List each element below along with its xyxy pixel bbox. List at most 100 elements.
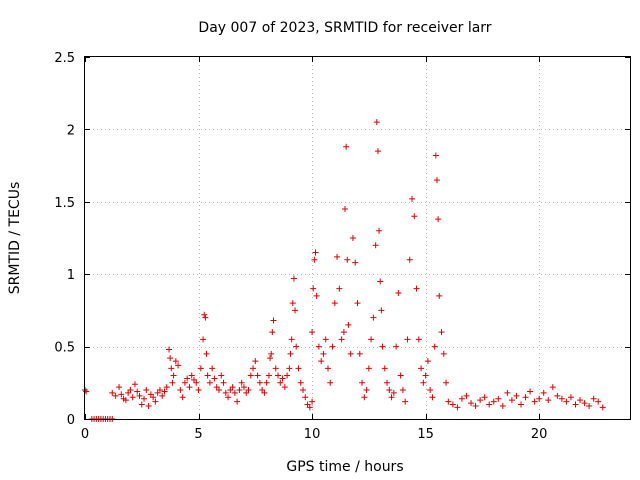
data-point bbox=[531, 398, 538, 405]
data-point bbox=[311, 256, 318, 263]
data-point bbox=[202, 314, 209, 321]
data-point bbox=[188, 372, 195, 379]
data-point bbox=[376, 227, 383, 234]
data-point bbox=[313, 292, 320, 299]
data-point bbox=[166, 346, 173, 353]
data-point bbox=[163, 384, 170, 391]
data-point bbox=[238, 379, 245, 386]
data-point bbox=[342, 206, 349, 213]
data-point bbox=[508, 397, 515, 404]
data-point bbox=[175, 362, 182, 369]
data-point bbox=[193, 379, 200, 386]
data-point bbox=[129, 394, 136, 401]
data-point bbox=[436, 292, 443, 299]
data-point bbox=[112, 392, 119, 399]
data-point bbox=[240, 384, 247, 391]
data-point bbox=[256, 379, 263, 386]
data-point bbox=[435, 216, 442, 223]
data-point bbox=[206, 379, 213, 386]
data-point bbox=[211, 375, 218, 382]
data-point bbox=[279, 375, 286, 382]
data-point bbox=[261, 389, 268, 396]
data-point bbox=[327, 379, 334, 386]
data-point bbox=[433, 177, 440, 184]
data-point bbox=[170, 372, 177, 379]
data-point bbox=[518, 401, 524, 408]
data-point bbox=[169, 379, 176, 386]
data-point bbox=[454, 404, 461, 411]
data-point bbox=[359, 379, 366, 386]
data-point bbox=[310, 285, 317, 292]
data-point bbox=[268, 350, 275, 357]
data-point bbox=[152, 398, 159, 405]
data-point bbox=[363, 387, 370, 394]
data-point bbox=[513, 392, 520, 399]
y-tick-label: 2 bbox=[67, 123, 75, 138]
ticks-layer: 0 5 10 15 20 0 0.5 1 1.5 2 2.5 bbox=[54, 51, 630, 442]
data-point bbox=[343, 143, 350, 150]
y-tick-label: 1 bbox=[67, 268, 75, 283]
data-point bbox=[204, 372, 211, 379]
data-point bbox=[377, 278, 384, 285]
data-point bbox=[463, 392, 470, 399]
data-point bbox=[458, 395, 465, 402]
data-point bbox=[265, 372, 272, 379]
x-tick-label: 0 bbox=[81, 427, 89, 442]
y-tick-label: 1.5 bbox=[54, 196, 75, 211]
data-point bbox=[418, 365, 425, 372]
data-point bbox=[527, 388, 534, 395]
data-point bbox=[331, 300, 338, 307]
data-point bbox=[324, 365, 331, 372]
data-point bbox=[599, 404, 606, 411]
data-point bbox=[309, 329, 316, 336]
data-point bbox=[141, 395, 148, 402]
data-point bbox=[393, 343, 400, 350]
data-point bbox=[590, 395, 597, 402]
data-point bbox=[272, 365, 279, 372]
data-point bbox=[427, 387, 434, 394]
data-point bbox=[181, 379, 188, 386]
data-point bbox=[145, 402, 152, 409]
data-point bbox=[356, 350, 363, 357]
data-point bbox=[370, 314, 377, 321]
data-point bbox=[340, 329, 347, 336]
data-point bbox=[522, 394, 529, 401]
data-point bbox=[293, 343, 300, 350]
data-point bbox=[486, 401, 493, 408]
data-point bbox=[449, 401, 456, 408]
data-point bbox=[290, 275, 297, 282]
data-point bbox=[306, 404, 313, 411]
data-point bbox=[270, 317, 277, 324]
data-point bbox=[161, 388, 168, 395]
data-point bbox=[399, 387, 406, 394]
data-point bbox=[397, 372, 404, 379]
data-point bbox=[373, 119, 380, 126]
data-point bbox=[374, 148, 381, 155]
data-point bbox=[263, 379, 270, 386]
data-point bbox=[431, 343, 438, 350]
data-point bbox=[254, 372, 261, 379]
data-point bbox=[322, 336, 329, 343]
data-point bbox=[388, 394, 395, 401]
data-point bbox=[558, 395, 565, 402]
data-point bbox=[234, 398, 241, 405]
data-point bbox=[402, 398, 409, 405]
data-point bbox=[320, 350, 327, 357]
data-point bbox=[203, 350, 210, 357]
data-point bbox=[384, 379, 391, 386]
data-point bbox=[413, 285, 420, 292]
data-point bbox=[472, 402, 479, 409]
data-point bbox=[159, 392, 166, 399]
data-point bbox=[286, 365, 293, 372]
data-point bbox=[372, 242, 379, 249]
data-point bbox=[334, 253, 341, 260]
data-point bbox=[349, 235, 356, 241]
x-axis-label: GPS time / hours bbox=[286, 459, 403, 475]
data-point bbox=[443, 379, 450, 386]
data-point bbox=[172, 358, 179, 365]
data-point bbox=[329, 343, 336, 350]
data-point bbox=[572, 401, 579, 408]
data-point bbox=[156, 387, 163, 394]
data-point bbox=[289, 300, 296, 307]
